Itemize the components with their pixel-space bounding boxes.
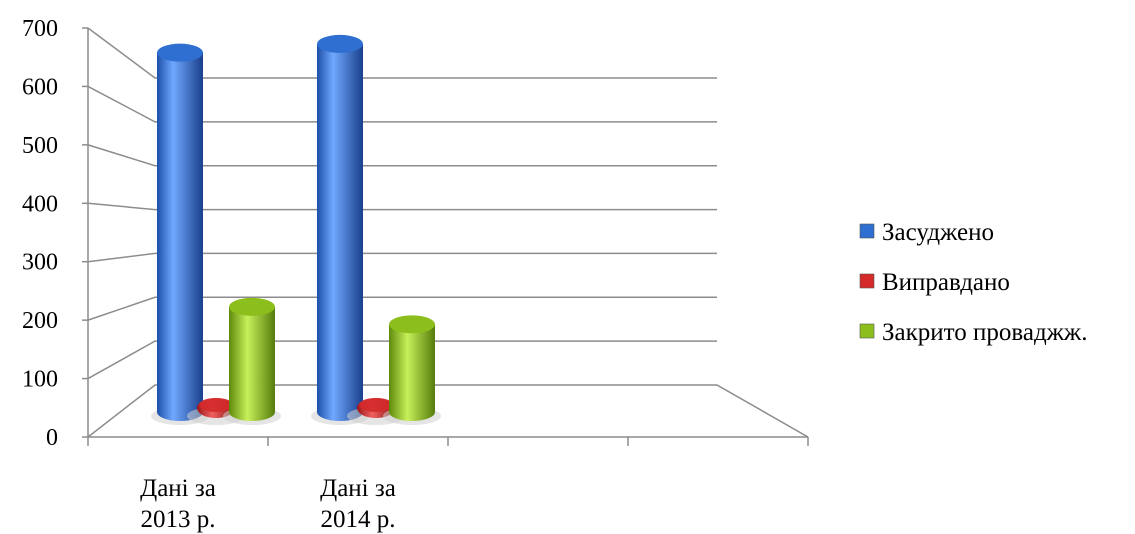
bar-top (199, 398, 233, 412)
axis-labels: 0 100 200 300 400 500 600 700 Дані за 2013 р. Дані… (22, 16, 396, 533)
legend-label: Виправдано (882, 269, 1010, 296)
bar (223, 297, 281, 425)
bar-top (229, 297, 275, 316)
bar-body (317, 43, 363, 422)
gridline (87, 27, 717, 79)
x-tick-label: Дані за (140, 475, 216, 502)
y-tick-label: 200 (22, 308, 58, 334)
bar-body (389, 324, 435, 421)
bars (151, 34, 441, 425)
y-tick-label: 700 (22, 16, 58, 42)
legend-item: Засуджено (859, 219, 994, 246)
bar (383, 315, 441, 425)
legend-swatch (859, 323, 875, 339)
legend-item: Виправдано (859, 269, 1010, 296)
bar-top (389, 315, 435, 334)
bar (311, 34, 369, 425)
gridline (87, 202, 717, 211)
bar (151, 43, 209, 425)
gridline (87, 296, 717, 321)
legend-item: Закрито проваджж. (859, 319, 1087, 346)
y-tick-label: 400 (22, 191, 58, 217)
floor-edge (87, 384, 809, 438)
axes (82, 27, 809, 446)
legend-swatch (859, 223, 875, 239)
gridline (87, 85, 717, 123)
legend-swatch (859, 273, 875, 289)
y-tick-label: 600 (22, 74, 58, 100)
bar-body (229, 306, 275, 421)
bar-top (317, 34, 363, 53)
y-tick-label: 300 (22, 250, 58, 276)
x-tick-label: 2013 р. (141, 506, 216, 533)
x-tick-label: Дані за (320, 475, 396, 502)
legend: Засуджено Виправдано Закрито проваджж. (859, 219, 1087, 346)
gridline (87, 144, 717, 167)
y-tick-label: 0 (46, 425, 58, 451)
x-tick-label: 2014 р. (321, 506, 396, 533)
y-tick-label: 100 (22, 367, 58, 393)
legend-label: Засуджено (882, 219, 994, 246)
legend-label: Закрито проваджж. (882, 319, 1087, 346)
gridline (87, 340, 717, 380)
bar-top (359, 398, 393, 412)
bar-top (157, 43, 203, 62)
bar-body (157, 52, 203, 422)
gridline (87, 252, 717, 263)
y-tick-label: 500 (22, 133, 58, 159)
